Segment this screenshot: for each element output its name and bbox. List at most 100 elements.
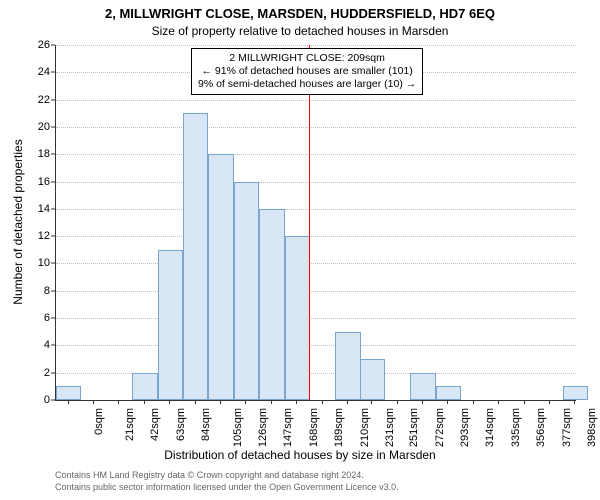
- y-tick-label: 8: [44, 285, 50, 297]
- x-tick-mark: [169, 400, 170, 404]
- x-tick-mark: [447, 400, 448, 404]
- y-tick-label: 12: [38, 230, 50, 242]
- x-tick-mark: [524, 400, 525, 404]
- x-tick-mark: [397, 400, 398, 404]
- annotation-line-1: 2 MILLWRIGHT CLOSE: 209sqm: [198, 52, 416, 65]
- histogram-bar: [208, 154, 233, 400]
- y-tick-label: 16: [38, 176, 50, 188]
- chart-container: 2, MILLWRIGHT CLOSE, MARSDEN, HUDDERSFIE…: [0, 0, 600, 500]
- y-tick-label: 20: [38, 121, 50, 133]
- gridline-h: [56, 236, 576, 237]
- x-tick-label: 210sqm: [359, 408, 371, 447]
- y-tick-label: 0: [44, 394, 50, 406]
- y-tick-mark: [51, 400, 55, 401]
- gridline-h: [56, 263, 576, 264]
- gridline-h: [56, 318, 576, 319]
- x-tick-label: 147sqm: [283, 408, 295, 447]
- y-tick-mark: [51, 99, 55, 100]
- histogram-bar: [436, 386, 461, 400]
- histogram-bar: [158, 250, 183, 400]
- x-tick-label: 335sqm: [510, 408, 522, 447]
- gridline-h: [56, 291, 576, 292]
- y-tick-mark: [51, 290, 55, 291]
- x-tick-label: 105sqm: [232, 408, 244, 447]
- x-tick-label: 356sqm: [535, 408, 547, 447]
- histogram-bar: [56, 386, 81, 400]
- x-axis-label: Distribution of detached houses by size …: [0, 448, 600, 462]
- y-axis-label: Number of detached properties: [11, 139, 25, 304]
- x-tick-mark: [422, 400, 423, 404]
- x-tick-mark: [195, 400, 196, 404]
- x-tick-mark: [574, 400, 575, 404]
- x-tick-mark: [371, 400, 372, 404]
- histogram-bar: [563, 386, 588, 400]
- x-tick-label: 84sqm: [200, 408, 212, 441]
- histogram-bar: [183, 113, 208, 400]
- x-tick-mark: [322, 400, 323, 404]
- x-tick-label: 189sqm: [333, 408, 345, 447]
- gridline-h: [56, 182, 576, 183]
- credit-line-2: Contains public sector information licen…: [55, 482, 399, 493]
- x-tick-mark: [271, 400, 272, 404]
- y-tick-mark: [51, 126, 55, 127]
- x-tick-mark: [68, 400, 69, 404]
- y-tick-label: 2: [44, 367, 50, 379]
- x-tick-mark: [347, 400, 348, 404]
- gridline-h: [56, 209, 576, 210]
- y-tick-mark: [51, 72, 55, 73]
- x-tick-mark: [118, 400, 119, 404]
- x-tick-label: 21sqm: [124, 408, 136, 441]
- annotation-line-2: ← 91% of detached houses are smaller (10…: [198, 65, 416, 78]
- y-tick-label: 24: [38, 66, 50, 78]
- x-tick-mark: [144, 400, 145, 404]
- histogram-bar: [132, 373, 157, 400]
- x-tick-mark: [245, 400, 246, 404]
- title-subtitle: Size of property relative to detached ho…: [0, 24, 600, 38]
- x-tick-mark: [498, 400, 499, 404]
- x-tick-label: 0sqm: [93, 408, 105, 435]
- y-tick-mark: [51, 208, 55, 209]
- histogram-bar: [410, 373, 435, 400]
- y-tick-mark: [51, 263, 55, 264]
- histogram-bar: [335, 332, 360, 400]
- x-tick-label: 231sqm: [384, 408, 396, 447]
- x-tick-label: 42sqm: [150, 408, 162, 441]
- x-tick-label: 63sqm: [175, 408, 187, 441]
- histogram-bar: [360, 359, 385, 400]
- y-tick-label: 22: [38, 94, 50, 106]
- x-tick-label: 377sqm: [561, 408, 573, 447]
- x-tick-mark: [296, 400, 297, 404]
- x-tick-label: 314sqm: [485, 408, 497, 447]
- y-tick-mark: [51, 181, 55, 182]
- x-tick-mark: [473, 400, 474, 404]
- y-tick-label: 10: [38, 257, 50, 269]
- y-tick-label: 14: [38, 203, 50, 215]
- gridline-h: [56, 127, 576, 128]
- y-tick-label: 18: [38, 148, 50, 160]
- x-tick-label: 398sqm: [586, 408, 598, 447]
- x-tick-mark: [93, 400, 94, 404]
- gridline-h: [56, 154, 576, 155]
- y-tick-label: 6: [44, 312, 50, 324]
- x-tick-label: 251sqm: [408, 408, 420, 447]
- x-tick-label: 168sqm: [308, 408, 320, 447]
- gridline-h: [56, 45, 576, 46]
- histogram-bar: [259, 209, 284, 400]
- histogram-bar: [234, 182, 259, 400]
- y-tick-mark: [51, 345, 55, 346]
- y-tick-mark: [51, 45, 55, 46]
- title-address: 2, MILLWRIGHT CLOSE, MARSDEN, HUDDERSFIE…: [0, 6, 600, 21]
- x-tick-label: 126sqm: [257, 408, 269, 447]
- reference-line: [309, 45, 310, 400]
- x-tick-mark: [220, 400, 221, 404]
- credit-line-1: Contains HM Land Registry data © Crown c…: [55, 470, 364, 481]
- gridline-h: [56, 345, 576, 346]
- x-tick-label: 272sqm: [434, 408, 446, 447]
- x-tick-label: 293sqm: [459, 408, 471, 447]
- annotation-line-3: 9% of semi-detached houses are larger (1…: [198, 78, 416, 91]
- annotation-box: 2 MILLWRIGHT CLOSE: 209sqm ← 91% of deta…: [191, 48, 423, 95]
- x-tick-mark: [549, 400, 550, 404]
- histogram-bar: [285, 236, 310, 400]
- plot-area: 2 MILLWRIGHT CLOSE: 209sqm ← 91% of deta…: [55, 45, 576, 401]
- y-tick-mark: [51, 236, 55, 237]
